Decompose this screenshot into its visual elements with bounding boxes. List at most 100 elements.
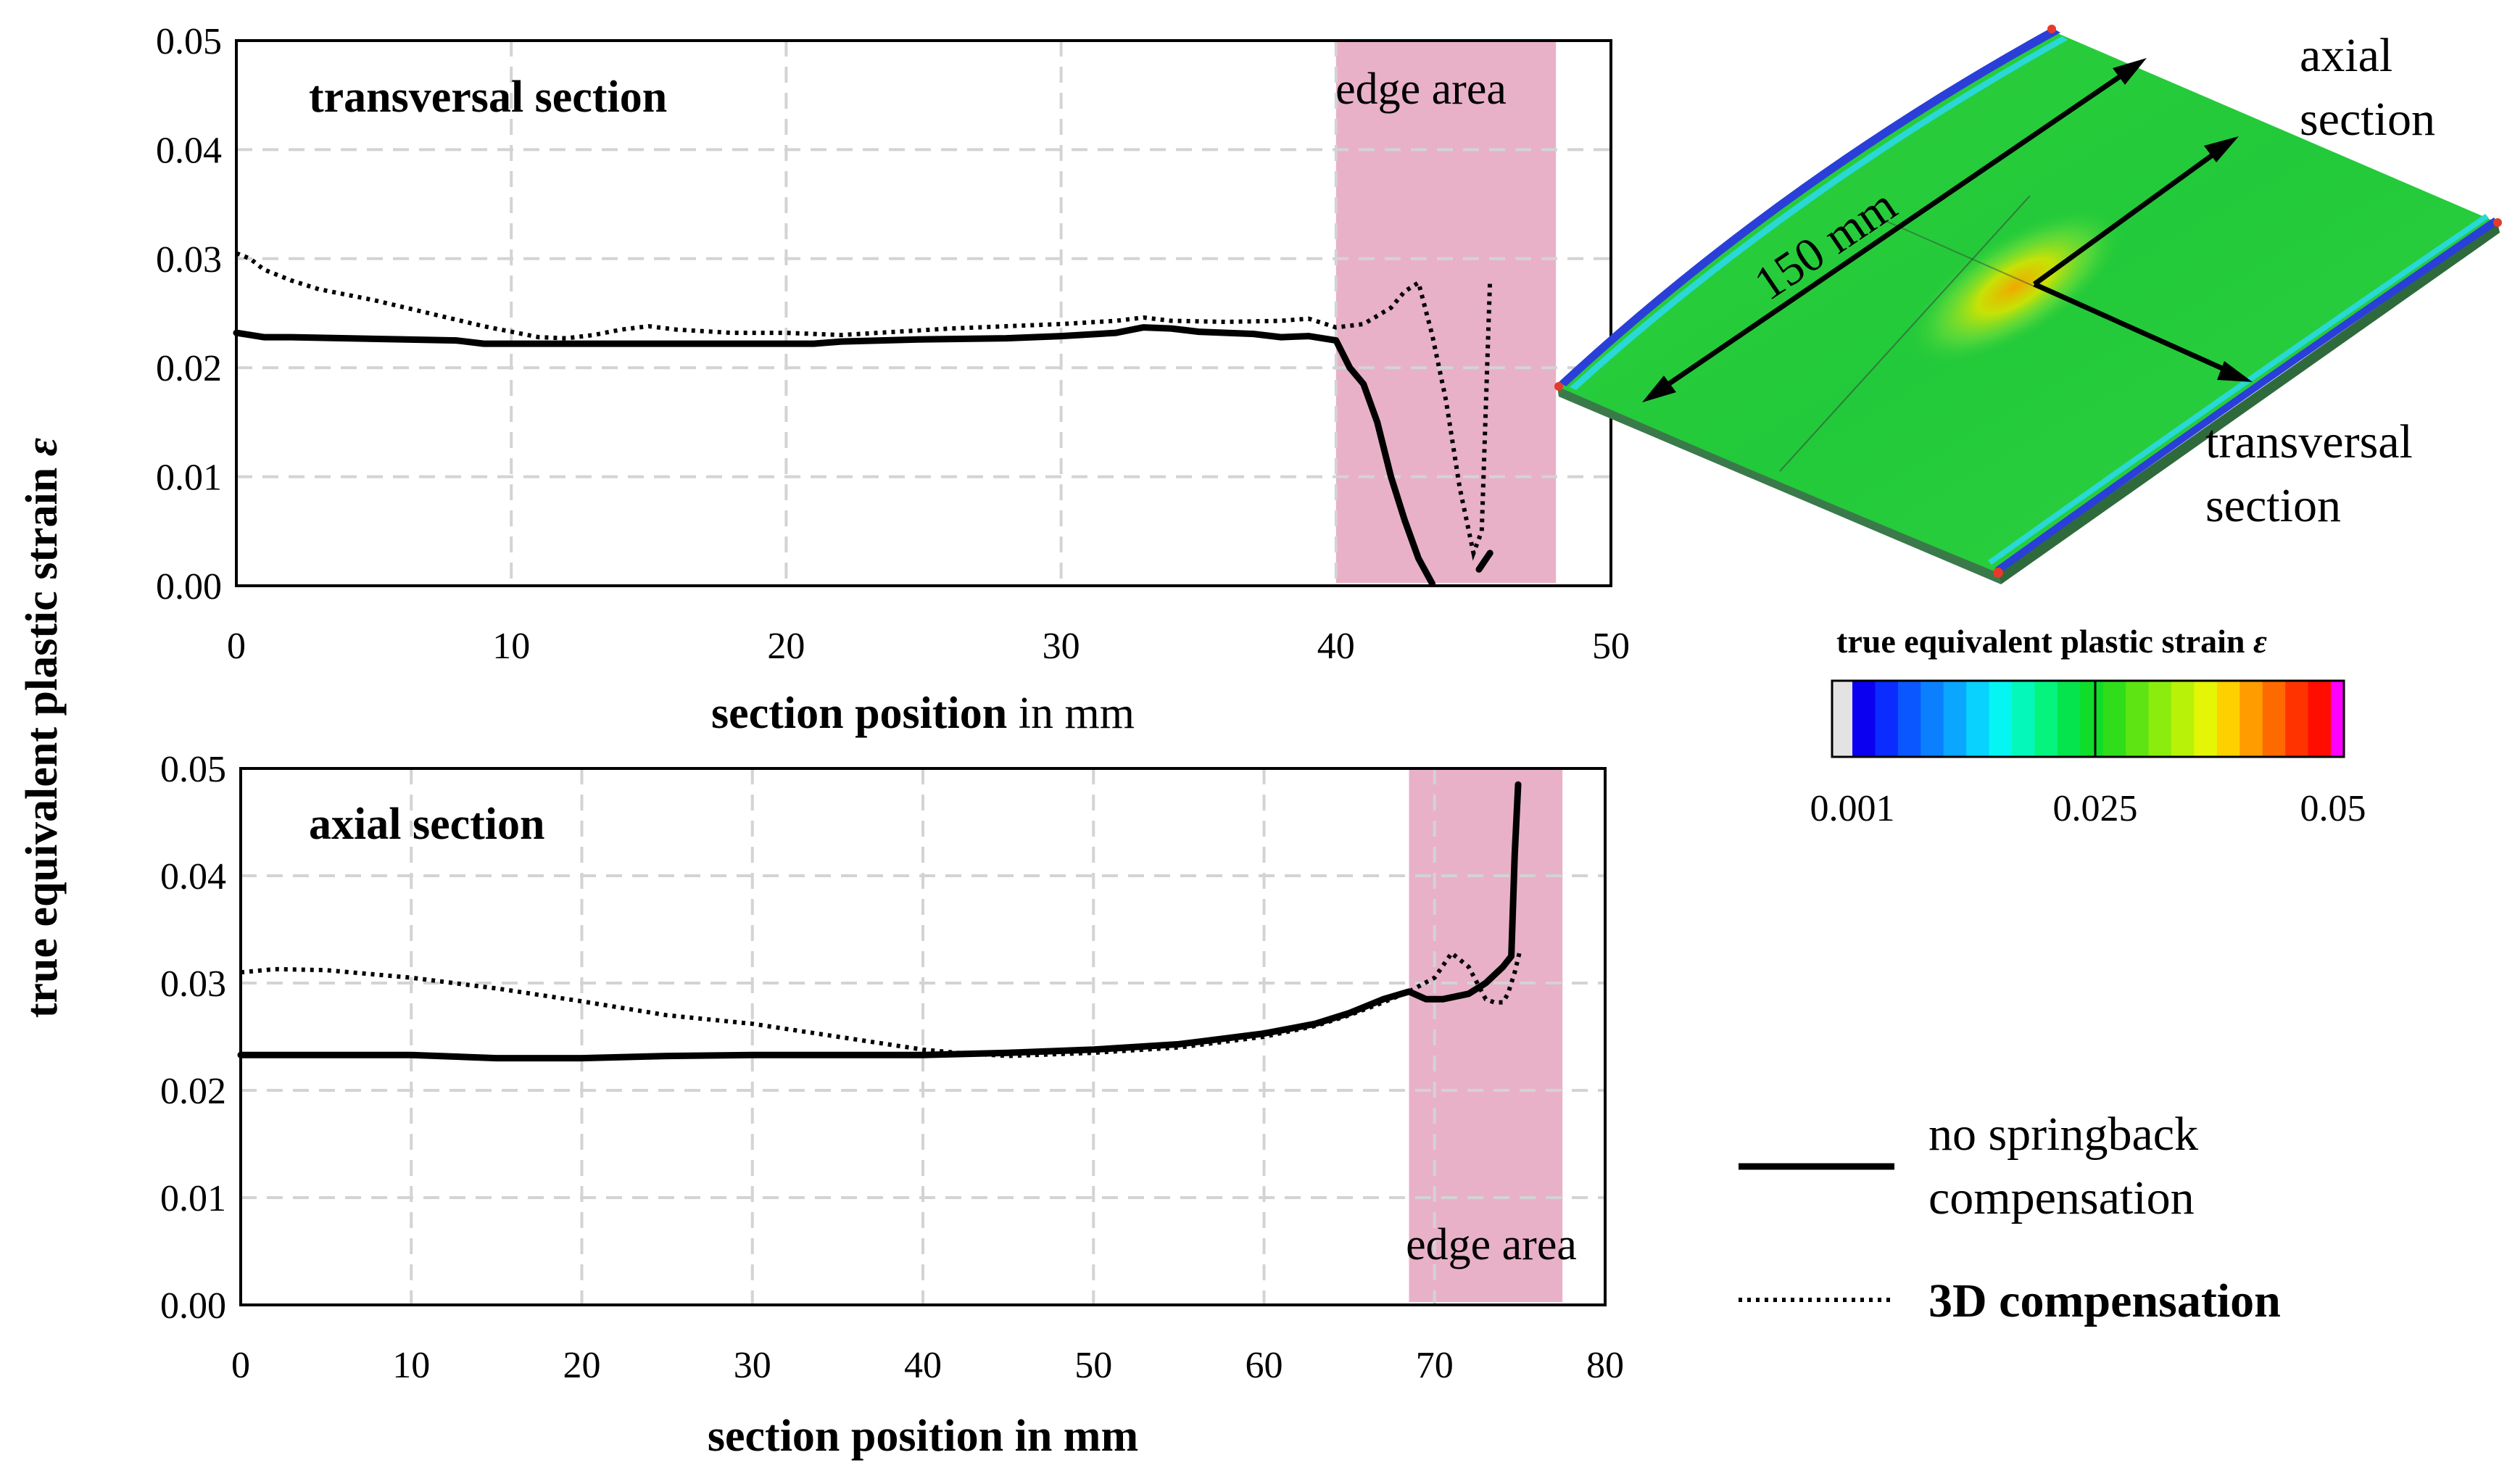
plot-frame (239, 767, 1607, 1306)
colorbar-cell (2331, 681, 2345, 757)
y-tick-label: 0.04 (160, 856, 226, 898)
x-tick-label: 20 (767, 626, 805, 667)
grid-lines (241, 768, 1605, 1305)
panel-title: transversal section (309, 72, 667, 122)
y-tick-label: 0.02 (160, 1071, 226, 1112)
legend-solid-label-line1: no springback (1928, 1108, 2198, 1161)
legend-solid-label-line2: compensation (1928, 1172, 2195, 1224)
transversal-label-line2: section (2205, 479, 2341, 532)
colorbar-cell (1921, 681, 1944, 757)
y-tick-label: 0.03 (160, 963, 226, 1005)
edge-area-label: edge area (1406, 1220, 1577, 1269)
series-group (233, 251, 1493, 587)
x-tick-labels: 0 10 20 30 40 50 60 70 80 (231, 1345, 1624, 1386)
colorbar-cell (1875, 681, 1899, 757)
colorbar-cell (2262, 681, 2286, 757)
colorbar-cell (2171, 681, 2195, 757)
axial-arrowhead (2204, 136, 2239, 162)
colorbar-cell (2285, 681, 2309, 757)
colorbar-cell (1832, 681, 1853, 757)
y-tick-label: 0.01 (160, 1178, 226, 1219)
dimension-arrowhead-right (2113, 58, 2147, 85)
y-tick-label: 0.01 (156, 457, 222, 499)
grid-lines (236, 41, 1611, 586)
plate-corner-mark (2493, 218, 2502, 227)
simulation-plate-illustration: 150 mm axial section transversal section (1554, 25, 2502, 584)
colorbar-cell (2148, 681, 2172, 757)
plot-frame (235, 39, 1612, 587)
colorbar-tick-label: 0.025 (2053, 788, 2138, 829)
colorbar-cell (2216, 681, 2240, 757)
plate-thickness-right (1998, 223, 2500, 584)
colorbar-frame (1831, 679, 2345, 758)
colorbar-cell (2057, 681, 2081, 757)
colorbar-cells (1832, 681, 2345, 757)
x-tick-label: 30 (1043, 626, 1080, 667)
y-tick-label: 0.04 (156, 130, 222, 171)
colorbar-cell (1897, 681, 1921, 757)
y-tick-label: 0.00 (160, 1285, 226, 1327)
colorbar-cell (2012, 681, 2036, 757)
panel-title: axial section (309, 800, 544, 849)
plate-section-line-axial (1779, 195, 2031, 472)
plate-hotspot (1907, 208, 2124, 365)
y-tick-label: 0.02 (156, 348, 222, 389)
x-tick-label: 50 (1074, 1345, 1112, 1386)
transversal-label-line1: transversal (2205, 415, 2413, 468)
colorbar-cell (2194, 681, 2218, 757)
series-3d-compensation-line (235, 251, 1493, 561)
plate-edge-strip-right (1995, 217, 2498, 574)
colorbar-cell (1989, 681, 2013, 757)
x-tick-label: 0 (227, 626, 246, 667)
x-tick-label: 40 (1317, 626, 1355, 667)
series-no-compensation-line (237, 781, 1522, 1062)
transversal-arrowhead (2217, 361, 2253, 382)
colorbar-cell (2080, 681, 2104, 757)
plate-edge-strip-right-cyan (1988, 214, 2489, 565)
x-tick-label: 10 (392, 1345, 430, 1386)
y-tick-label: 0.05 (160, 749, 226, 790)
legend: no springback compensation 3D compensati… (1739, 1108, 2281, 1327)
edge-area-label: edge area (1335, 65, 1507, 114)
dimension-arrow-150mm (1653, 65, 2136, 396)
colorbar-cell (2240, 681, 2263, 757)
x-tick-labels: 0 10 20 30 40 50 (227, 626, 1630, 667)
y-tick-label: 0.05 (156, 21, 222, 62)
colorbar: true equivalent plastic strain ε 0.001 0.… (1810, 623, 2366, 829)
colorbar-cell (1852, 681, 1876, 757)
dimension-arrowhead-left (1642, 376, 1676, 402)
colorbar-cell (1943, 681, 1967, 757)
y-tick-label: 0.00 (156, 566, 222, 608)
colorbar-tick-label: 0.001 (1810, 788, 1895, 829)
y-axis-title: true equivalent plastic strain ε (17, 438, 67, 1018)
colorbar-cell (2308, 681, 2332, 757)
colorbar-cell (1966, 681, 1990, 757)
plate-thickness-front (1557, 386, 2001, 584)
x-tick-label: 70 (1416, 1345, 1454, 1386)
x-tick-label: 80 (1586, 1345, 1624, 1386)
x-tick-label: 50 (1592, 626, 1630, 667)
colorbar-tick-labels: 0.001 0.025 0.05 (1810, 788, 2366, 829)
edge-area-band (1335, 42, 1557, 583)
axial-section-chart: 0.00 0.01 0.02 0.03 0.04 0.05 0 10 20 30 40 50 60 70… (160, 749, 1624, 1461)
x-tick-label: 20 (563, 1345, 601, 1386)
plate-corner-mark (2047, 25, 2056, 33)
axial-section-arrow (2032, 144, 2226, 286)
plate-corner-mark (1554, 382, 1563, 391)
plate-corner-mark (1993, 568, 2003, 578)
x-axis-title: section position in mm (711, 689, 1135, 738)
colorbar-cell (2126, 681, 2150, 757)
y-tick-label: 0.03 (156, 239, 222, 281)
series-3d-compensation-line (240, 950, 1522, 1058)
x-axis-title: section position in mm (708, 1412, 1138, 1461)
colorbar-title: true equivalent plastic strain ε (1836, 623, 2267, 660)
series-no-compensation-line (1475, 550, 1493, 573)
x-tick-label: 10 (492, 626, 530, 667)
colorbar-cell (2034, 681, 2058, 757)
transversal-section-arrow (2033, 281, 2238, 378)
colorbar-cell (2102, 681, 2126, 757)
x-tick-label: 40 (904, 1345, 942, 1386)
axial-label-line1: axial (2300, 29, 2392, 82)
series-no-compensation-line (233, 324, 1435, 587)
